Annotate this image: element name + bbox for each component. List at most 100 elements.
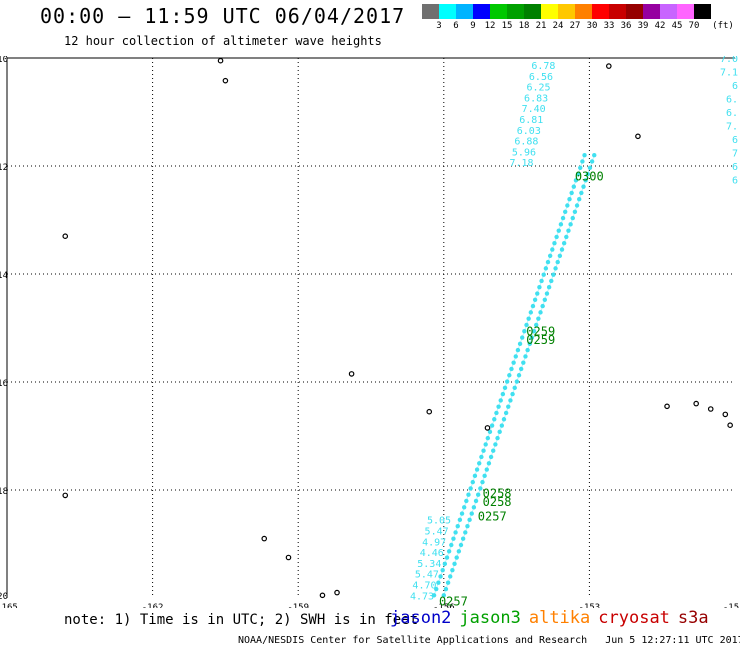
track-point xyxy=(577,197,582,202)
legend-label: 36 xyxy=(620,21,632,31)
track-point xyxy=(589,159,595,164)
track-point xyxy=(552,241,557,246)
altimeter-map[interactable]: -165 -162 -159 -156 -153 -15 -10 -12 -14 -16 -18 -2… xyxy=(0,56,740,608)
track-point xyxy=(467,517,472,523)
legend-swatch xyxy=(626,4,643,19)
track-point xyxy=(496,404,501,409)
track-point xyxy=(546,285,552,290)
track-point xyxy=(556,228,561,233)
legend-swatch xyxy=(473,4,490,19)
track-point xyxy=(564,234,569,240)
track-point xyxy=(441,593,446,598)
track-point xyxy=(455,523,460,529)
track-point xyxy=(478,486,483,491)
track-point xyxy=(526,316,531,321)
wave-height-label: 6 xyxy=(732,162,738,173)
y-tick-label: -16 xyxy=(0,379,8,389)
satellite-legend: jason2 jason3 altika cryosat s3a xyxy=(390,608,717,628)
track-point xyxy=(513,354,518,359)
island-outline xyxy=(727,422,733,429)
track-point xyxy=(493,442,498,447)
track-point xyxy=(495,435,500,441)
wave-height-label: 5.47 xyxy=(415,570,439,581)
legend-swatch xyxy=(558,4,575,19)
footer-timestamp: Jun 5 12:27:11 UTC 2017 xyxy=(605,635,740,646)
track-point xyxy=(449,542,454,548)
x-tick-label: -165 xyxy=(0,603,18,608)
track-point xyxy=(494,410,499,416)
track-point xyxy=(444,555,450,560)
track-point xyxy=(555,259,560,265)
y-tick-label: -10 xyxy=(0,56,8,65)
island-outline xyxy=(285,554,292,561)
track-point xyxy=(458,542,464,548)
legend-label: 18 xyxy=(518,21,530,31)
track-point xyxy=(500,391,506,397)
wave-height-label: 6 xyxy=(732,135,738,146)
time-label: 0259 xyxy=(526,325,555,339)
track-point xyxy=(515,347,521,353)
track-point xyxy=(446,549,452,554)
track-point xyxy=(554,234,559,240)
legend-label: 12 xyxy=(484,21,496,31)
track-point xyxy=(468,486,473,491)
island-outline xyxy=(606,63,612,69)
track-point xyxy=(474,467,480,472)
satellite-s3a: s3a xyxy=(677,608,709,628)
track-point xyxy=(578,165,583,170)
track-point xyxy=(570,215,575,221)
island-outline xyxy=(664,403,670,410)
color-legend: 3 6 9 12 15 18 21 24 27 30 33 36 39 42 45 70 (ft) xyxy=(422,4,740,33)
legend-swatch xyxy=(575,4,592,19)
legend-label: 3 xyxy=(436,21,442,31)
track-point xyxy=(525,347,530,353)
track-point xyxy=(511,360,516,365)
track-point xyxy=(518,366,524,372)
track-point xyxy=(580,159,585,164)
track-point xyxy=(582,153,587,158)
legend-label: 39 xyxy=(637,21,649,31)
time-label: 0300 xyxy=(575,170,604,184)
track-point xyxy=(504,379,510,384)
footnote: note: 1) Time is in UTC; 2) SWH is in fe… xyxy=(64,612,419,628)
wave-height-label: 6.78 xyxy=(531,61,555,72)
legend-swatch xyxy=(422,4,439,19)
y-tick-label: -12 xyxy=(0,163,8,173)
page-subtitle: 12 hour collection of altimeter wave hei… xyxy=(64,34,382,48)
track-point xyxy=(516,373,522,378)
page-title: 00:00 – 11:59 UTC 06/04/2017 xyxy=(40,4,406,28)
island-outline xyxy=(635,133,641,140)
track-point xyxy=(438,574,443,579)
track-point xyxy=(483,442,488,447)
track-point xyxy=(472,473,478,479)
track-point xyxy=(549,278,554,284)
island-outline xyxy=(62,233,69,240)
time-label: 0258 xyxy=(483,495,512,509)
legend-label: 42 xyxy=(654,21,666,31)
wave-height-label: 6.56 xyxy=(529,72,553,83)
track-point xyxy=(514,379,520,384)
island-outline xyxy=(261,535,268,542)
wave-height-label: 5.96 xyxy=(512,147,536,158)
track-point xyxy=(550,247,555,252)
track-point xyxy=(574,203,580,208)
legend-label: 27 xyxy=(569,21,581,31)
track-point xyxy=(482,473,487,479)
track-point xyxy=(443,586,449,592)
track-point xyxy=(436,580,441,585)
track-point xyxy=(506,404,511,409)
track-point xyxy=(452,561,457,567)
track-point xyxy=(560,215,566,221)
y-tick-label: -20 xyxy=(0,592,8,602)
satellite-jason2: jason2 xyxy=(390,608,452,628)
legend-swatch xyxy=(694,4,711,19)
track-point xyxy=(510,391,515,397)
legend-labels: 3 6 9 12 15 18 21 24 27 30 33 36 39 42 45 70 (ft) xyxy=(422,19,740,33)
island-outline xyxy=(722,411,729,418)
wave-height-label: 4.46 xyxy=(420,548,444,559)
island-outline xyxy=(334,589,340,596)
track-point xyxy=(520,335,525,340)
track-point xyxy=(579,190,584,196)
track-point xyxy=(497,429,502,435)
wave-height-label: 6. xyxy=(726,95,738,106)
